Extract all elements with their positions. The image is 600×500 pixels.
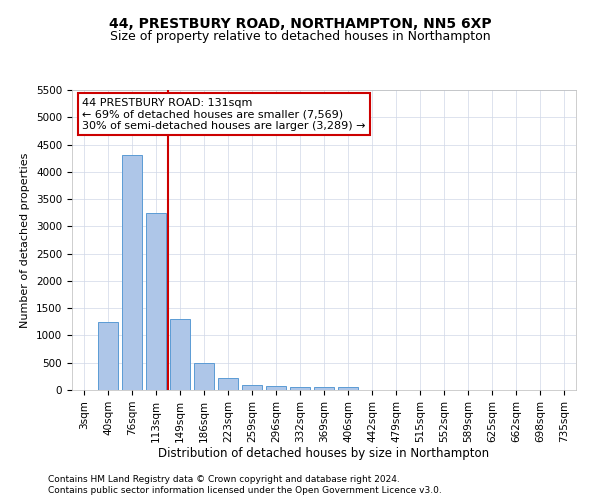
- Bar: [194, 362, 214, 390]
- Bar: [98, 322, 118, 390]
- Text: 44, PRESTBURY ROAD, NORTHAMPTON, NN5 6XP: 44, PRESTBURY ROAD, NORTHAMPTON, NN5 6XP: [109, 18, 491, 32]
- Bar: [170, 319, 190, 390]
- Bar: [290, 388, 310, 390]
- Text: Contains HM Land Registry data © Crown copyright and database right 2024.: Contains HM Land Registry data © Crown c…: [48, 475, 400, 484]
- Y-axis label: Number of detached properties: Number of detached properties: [20, 152, 31, 328]
- Text: Contains public sector information licensed under the Open Government Licence v3: Contains public sector information licen…: [48, 486, 442, 495]
- Bar: [122, 156, 142, 390]
- Bar: [314, 388, 334, 390]
- Bar: [266, 386, 286, 390]
- X-axis label: Distribution of detached houses by size in Northampton: Distribution of detached houses by size …: [158, 448, 490, 460]
- Bar: [146, 212, 166, 390]
- Bar: [242, 384, 262, 390]
- Bar: [338, 388, 358, 390]
- Text: 44 PRESTBURY ROAD: 131sqm
← 69% of detached houses are smaller (7,569)
30% of se: 44 PRESTBURY ROAD: 131sqm ← 69% of detac…: [82, 98, 365, 130]
- Bar: [218, 378, 238, 390]
- Text: Size of property relative to detached houses in Northampton: Size of property relative to detached ho…: [110, 30, 490, 43]
